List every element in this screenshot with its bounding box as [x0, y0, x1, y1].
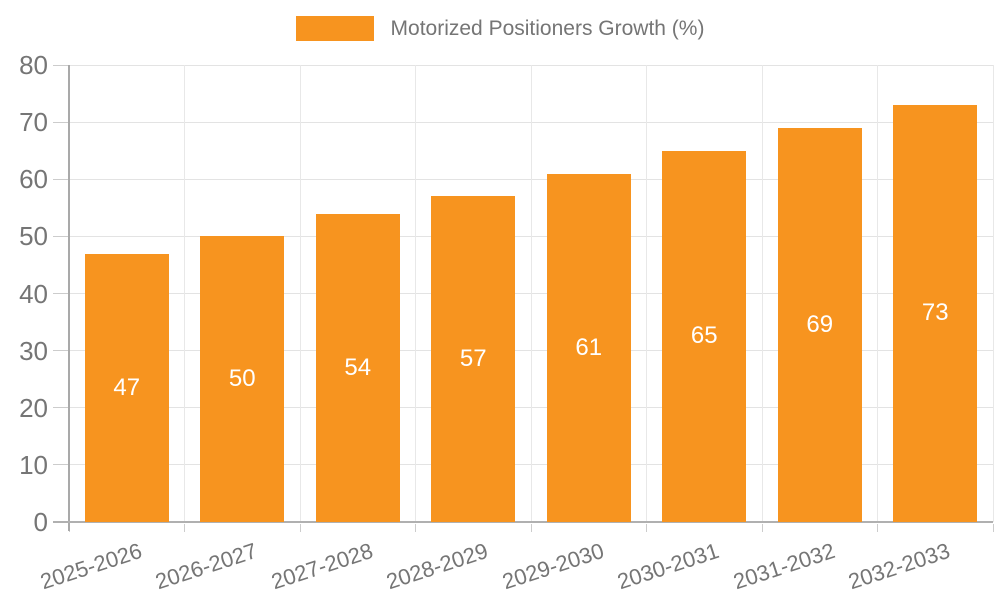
- legend[interactable]: Motorized Positioners Growth (%): [0, 16, 1000, 41]
- x-gridline: [299, 65, 301, 522]
- bar: 54: [315, 213, 400, 522]
- legend-swatch: [295, 16, 374, 41]
- y-tick-label: 50: [19, 221, 48, 252]
- y-tick-label: 10: [19, 449, 48, 480]
- bar-value-label: 57: [459, 345, 487, 373]
- x-axis-label: 2026-2027: [152, 538, 260, 595]
- x-gridline: [530, 65, 532, 522]
- x-tick: [415, 524, 416, 532]
- bar: 65: [662, 150, 747, 522]
- y-axis-line: [68, 65, 70, 531]
- bar: 50: [200, 236, 285, 522]
- x-axis-line: [53, 521, 993, 523]
- x-tick: [761, 524, 763, 532]
- bar-value-label: 47: [113, 373, 141, 401]
- y-tick: [53, 350, 69, 352]
- x-gridline: [415, 65, 416, 522]
- x-gridline: [646, 65, 647, 522]
- x-axis-label: 2031-2032: [729, 538, 838, 595]
- x-axis-label: 2030-2031: [614, 538, 722, 595]
- x-tick: [877, 524, 878, 532]
- x-tick: [530, 524, 532, 532]
- y-tick-label: 20: [19, 392, 48, 423]
- y-tick: [53, 407, 69, 409]
- bar-value-label: 50: [228, 365, 256, 393]
- x-gridline: [877, 65, 878, 522]
- bar-value-label: 69: [806, 310, 834, 338]
- bar: 69: [777, 127, 862, 522]
- y-tick: [53, 293, 69, 294]
- y-tick: [53, 121, 69, 123]
- bar: 57: [431, 196, 516, 522]
- y-tick-label: 0: [33, 507, 48, 537]
- y-tick: [53, 235, 69, 237]
- y-tick-label: 80: [19, 50, 48, 80]
- x-tick: [299, 524, 301, 532]
- y-tick: [53, 464, 69, 466]
- y-tick-label: 30: [19, 335, 48, 366]
- x-gridline: [992, 65, 994, 522]
- bar-value-label: 65: [690, 322, 718, 350]
- bar: 73: [893, 104, 978, 522]
- bar-value-label: 61: [575, 333, 603, 361]
- x-gridline: [761, 65, 763, 522]
- y-tick: [53, 64, 69, 66]
- plot-area: 0 10 20 30 40 50 60 70 80 47 2025-2026 50 2026-2027 5…: [19, 51, 994, 594]
- x-tick: [184, 524, 185, 532]
- y-tick: [53, 178, 69, 180]
- y-tick-label: 40: [19, 278, 48, 309]
- x-tick: [992, 524, 994, 532]
- x-axis-label: 2028-2029: [383, 538, 491, 595]
- x-tick: [646, 524, 647, 532]
- x-gridline: [184, 65, 185, 522]
- bar-value-label: 54: [344, 353, 372, 381]
- y-tick-label: 70: [19, 107, 48, 138]
- legend-label: Motorized Positioners Growth (%): [390, 17, 705, 40]
- x-axis-label: 2029-2030: [498, 538, 607, 595]
- x-axis-label: 2025-2026: [36, 538, 145, 595]
- bar-value-label: 73: [921, 299, 949, 327]
- x-axis-label: 2032-2033: [845, 538, 953, 595]
- bar: 47: [84, 253, 169, 522]
- y-tick-label: 60: [19, 164, 48, 195]
- bar: 61: [546, 173, 631, 522]
- x-axis-label: 2027-2028: [267, 538, 376, 595]
